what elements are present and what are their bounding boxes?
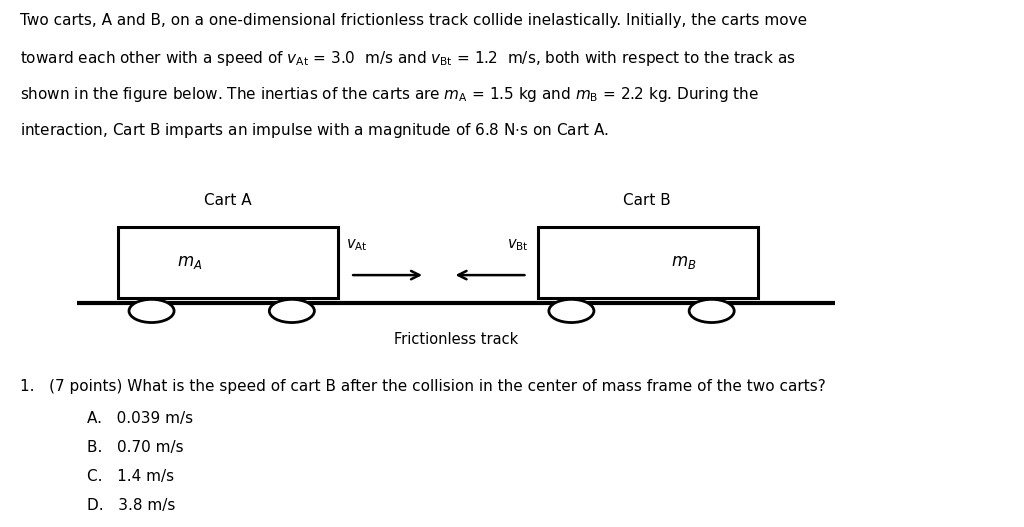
Text: $v_{\mathrm{Bt}}$: $v_{\mathrm{Bt}}$: [507, 237, 528, 253]
Text: D.   3.8 m/s: D. 3.8 m/s: [87, 498, 175, 513]
Text: Frictionless track: Frictionless track: [393, 332, 518, 347]
Text: Cart B: Cart B: [624, 193, 671, 208]
Circle shape: [269, 299, 314, 323]
Text: interaction, Cart B imparts an impulse with a magnitude of 6.8 N$\cdot$s on Cart: interaction, Cart B imparts an impulse w…: [20, 121, 609, 140]
Text: 1.   (7 points) What is the speed of cart B after the collision in the center of: 1. (7 points) What is the speed of cart …: [20, 379, 826, 394]
Text: C.   1.4 m/s: C. 1.4 m/s: [87, 469, 174, 484]
Text: toward each other with a speed of $v_{\mathrm{At}}$ = 3.0  m/s and $v_{\mathrm{B: toward each other with a speed of $v_{\m…: [20, 49, 796, 68]
Text: Two carts, A and B, on a one-dimensional frictionless track collide inelasticall: Two carts, A and B, on a one-dimensional…: [20, 13, 808, 28]
Bar: [118, 227, 338, 298]
Text: $m_A$: $m_A$: [177, 253, 202, 271]
Bar: [538, 227, 758, 298]
Circle shape: [689, 299, 734, 323]
Circle shape: [129, 299, 174, 323]
Text: shown in the figure below. The inertias of the carts are $m_\mathrm{A}$ = 1.5 kg: shown in the figure below. The inertias …: [20, 85, 760, 104]
Text: $m_B$: $m_B$: [672, 253, 696, 271]
Text: B.   0.70 m/s: B. 0.70 m/s: [87, 440, 183, 455]
Circle shape: [549, 299, 594, 323]
Text: $v_{\mathrm{At}}$: $v_{\mathrm{At}}$: [346, 237, 368, 253]
Text: A.   0.039 m/s: A. 0.039 m/s: [87, 411, 194, 426]
Text: Cart A: Cart A: [204, 193, 251, 208]
